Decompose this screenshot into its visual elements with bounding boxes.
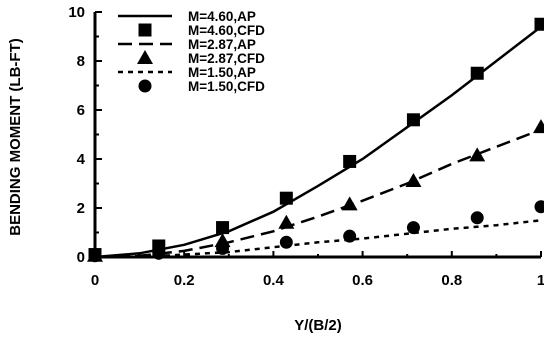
series-line-m-4-60-ap (94, 25, 542, 259)
data-point-m-1-50-cfd-1 (152, 246, 166, 260)
data-point-m-4-60-cfd-5 (406, 113, 420, 127)
y-axis-label: BENDING MOMENT (LB-FT) (7, 38, 24, 235)
y-tick-label-1: 2 (77, 200, 85, 217)
data-point-m-2-87-cfd-5 (405, 173, 422, 188)
data-point-m-2-87-cfd-4 (341, 196, 358, 211)
series-m-1-50-cfd (88, 200, 544, 263)
x-tick-label-2: 0.4 (263, 272, 285, 289)
y-tick-label-2: 4 (77, 151, 86, 168)
series-m-4-60-ap (94, 25, 542, 259)
x-tick-label-0: 0 (91, 272, 99, 289)
series-m-2-87-ap (94, 128, 542, 259)
legend-marker-m-1-50-cfd (138, 79, 152, 93)
data-point-m-4-60-cfd-2 (216, 221, 230, 235)
legend: M=4.60,APM=4.60,CFDM=2.87,APM=2.87,CFDM=… (118, 9, 265, 94)
y-tick-label-0: 0 (77, 249, 85, 266)
x-axis-label: Y/(B/2) (294, 317, 342, 334)
x-tick-label-5: 1 (537, 272, 544, 289)
series-m-1-50-ap (94, 219, 542, 259)
legend-label-m-2-87-ap: M=2.87,AP (188, 37, 256, 52)
data-point-m-1-50-cfd-6 (470, 211, 484, 225)
data-point-m-4-60-cfd-4 (343, 154, 357, 168)
data-point-m-4-60-cfd-3 (279, 191, 293, 205)
y-tick-label-3: 6 (77, 102, 85, 119)
series-m-4-60-cfd (88, 17, 544, 262)
y-tick-label-5: 10 (68, 4, 85, 21)
data-point-m-2-87-cfd-6 (469, 147, 486, 162)
series-layer (87, 17, 544, 263)
x-tick-label-3: 0.6 (352, 272, 373, 289)
series-line-m-2-87-ap (94, 128, 542, 259)
data-point-m-4-60-cfd-6 (470, 66, 484, 80)
data-point-m-2-87-cfd-7 (533, 119, 544, 134)
legend-label-m-1-50-cfd: M=1.50,CFD (188, 79, 265, 94)
x-tick-label-4: 0.8 (441, 272, 462, 289)
data-point-m-2-87-cfd-3 (278, 214, 295, 229)
x-tick-label-1: 0.2 (174, 272, 195, 289)
data-point-m-1-50-cfd-7 (534, 200, 544, 214)
legend-label-m-4-60-ap: M=4.60,AP (188, 9, 256, 24)
legend-label-m-2-87-cfd: M=2.87,CFD (188, 51, 265, 66)
data-point-m-1-50-cfd-4 (343, 229, 357, 243)
data-point-m-1-50-cfd-5 (406, 221, 420, 235)
legend-label-m-4-60-cfd: M=4.60,CFD (188, 23, 265, 38)
series-line-m-1-50-ap (94, 219, 542, 259)
y-tick-label-4: 8 (77, 53, 85, 70)
data-point-m-4-60-cfd-7 (534, 17, 544, 31)
legend-marker-m-2-87-cfd (137, 50, 153, 64)
data-point-m-1-50-cfd-0 (88, 249, 102, 263)
legend-label-m-1-50-ap: M=1.50,AP (188, 65, 256, 80)
legend-marker-m-4-60-cfd (138, 23, 152, 37)
data-point-m-1-50-cfd-2 (216, 241, 230, 255)
data-point-m-1-50-cfd-3 (279, 235, 293, 249)
